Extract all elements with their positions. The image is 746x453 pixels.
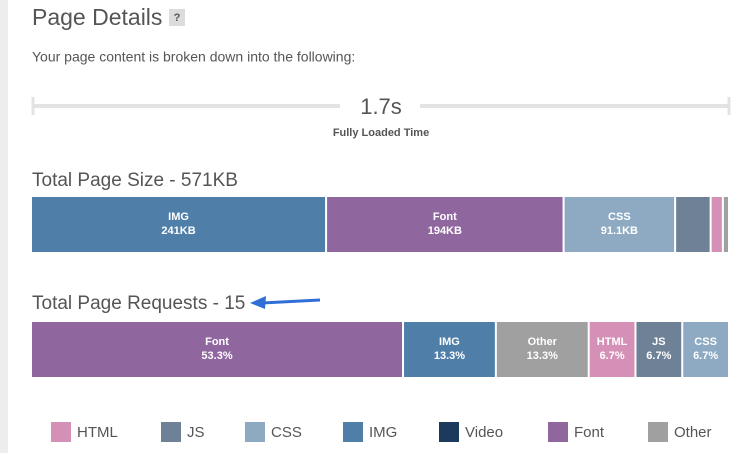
legend-swatch xyxy=(343,422,363,442)
help-icon[interactable]: ? xyxy=(174,12,181,24)
segment-name: JS xyxy=(652,336,665,348)
loaded-label: Fully Loaded Time xyxy=(333,127,429,139)
legend-swatch xyxy=(648,422,668,442)
legend-swatch xyxy=(161,422,181,442)
legend-label: JS xyxy=(187,424,205,441)
segment xyxy=(636,322,682,377)
size-title: Total Page Size - 571KB xyxy=(32,170,238,191)
segment xyxy=(683,322,728,377)
segment-name: HTML xyxy=(597,336,628,348)
legend-label: HTML xyxy=(77,424,118,441)
legend-swatch xyxy=(548,422,568,442)
segment-name: Font xyxy=(205,336,229,348)
segment-label: 13.3% xyxy=(527,350,558,362)
timeline xyxy=(31,97,731,115)
segment xyxy=(676,197,710,252)
loaded-time: 1.7s xyxy=(360,94,402,119)
segment-label: 6.7% xyxy=(600,350,625,362)
arrow-line xyxy=(261,298,321,305)
segment xyxy=(723,197,728,252)
legend-label: IMG xyxy=(369,424,397,441)
arrow-head xyxy=(250,296,266,309)
segment-name: CSS xyxy=(694,336,717,348)
segment xyxy=(327,197,563,252)
segment-label: 194KB xyxy=(428,225,462,237)
legend-label: Video xyxy=(465,424,503,441)
requests-title: Total Page Requests - 15 xyxy=(32,293,245,314)
segment xyxy=(589,322,635,377)
legend-label: Font xyxy=(574,424,605,441)
page-title: Page Details xyxy=(32,4,162,30)
segment-name: IMG xyxy=(439,336,460,348)
segment xyxy=(564,197,675,252)
segment-name: IMG xyxy=(168,211,189,223)
segment xyxy=(32,197,326,252)
segment-label: 53.3% xyxy=(201,350,232,362)
segment xyxy=(404,322,495,377)
legend-swatch xyxy=(439,422,459,442)
side-strip xyxy=(0,0,8,453)
help-box[interactable] xyxy=(169,9,185,26)
legend-label: Other xyxy=(674,424,712,441)
legend-swatch xyxy=(245,422,265,442)
intro-text: Your page content is broken down into th… xyxy=(32,49,355,65)
legend-label: CSS xyxy=(271,424,302,441)
segment xyxy=(32,322,403,377)
segment-label: 241KB xyxy=(161,225,195,237)
segment xyxy=(496,322,588,377)
annotation-arrow xyxy=(250,296,321,309)
segment-name: Other xyxy=(528,336,558,348)
segment-name: CSS xyxy=(608,211,631,223)
segment-label: 6.7% xyxy=(646,350,671,362)
segment-name: Font xyxy=(433,211,457,223)
segment-label: 91.1KB xyxy=(601,225,638,237)
segment xyxy=(711,197,722,252)
segment-label: 6.7% xyxy=(693,350,718,362)
segment-label: 13.3% xyxy=(434,350,465,362)
legend-swatch xyxy=(51,422,71,442)
